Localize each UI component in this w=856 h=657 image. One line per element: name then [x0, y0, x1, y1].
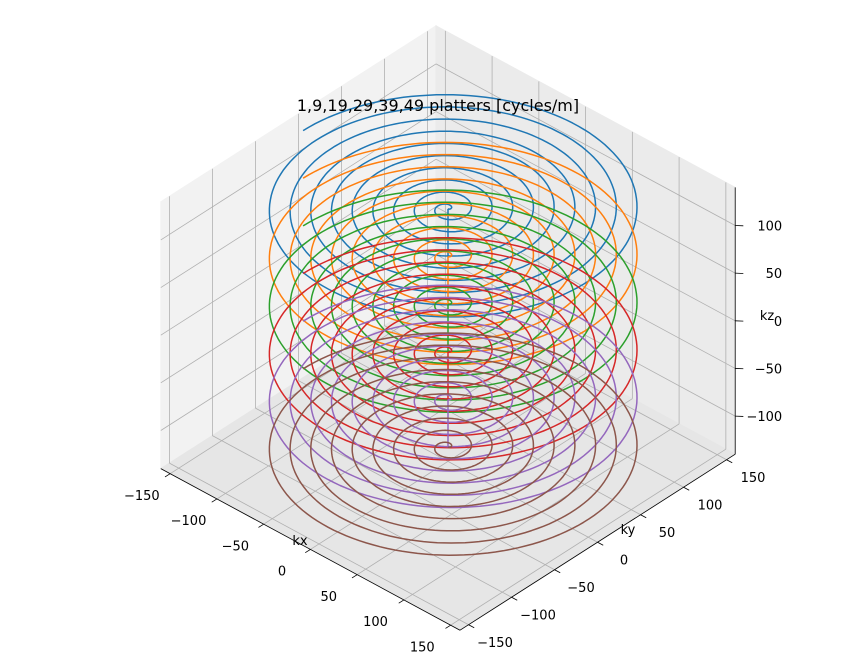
- spiral-series: [268, 189, 638, 413]
- y-tick-mark: [597, 541, 604, 546]
- x-tick-mark: [258, 523, 264, 528]
- y-tick-mark: [468, 624, 475, 629]
- spiral-series: [268, 141, 638, 366]
- z-tick-label: 50: [766, 267, 783, 282]
- grid-z-right: [435, 254, 736, 417]
- y-tick-label: 150: [741, 471, 766, 486]
- x-tick-mark: [351, 574, 358, 579]
- y-tick-label: −150: [477, 636, 513, 651]
- z-tick-label: 0: [774, 315, 782, 330]
- z-tick-label: −50: [755, 362, 782, 377]
- grid-z-right: [435, 63, 736, 226]
- x-tick-mark: [398, 599, 405, 604]
- x-tick-label: 150: [410, 641, 435, 656]
- y-tick-label: 0: [620, 553, 628, 568]
- spiral-series: [268, 332, 638, 556]
- x-tick-label: −150: [124, 489, 160, 504]
- y-axis-title: ky: [621, 523, 636, 538]
- chart-title: 1,9,19,29,39,49 platters [cycles/m]: [297, 96, 579, 115]
- y-tick-mark: [683, 486, 690, 491]
- grid-y-floor: [212, 435, 512, 598]
- axis-ticks: −150 −100 −50 0 50 100 150 −150 −100 −50 0 50 100 150…: [124, 187, 783, 656]
- y-tick-mark: [640, 514, 647, 519]
- y-tick-label: 50: [659, 526, 676, 541]
- grid-y-floor: [255, 407, 555, 571]
- y-tick-label: 100: [698, 498, 723, 513]
- x-tick-label: 0: [278, 565, 286, 580]
- spiral-series: [268, 236, 638, 461]
- z-tick-label: 100: [757, 220, 782, 235]
- x-axis-title: kx: [292, 534, 308, 549]
- z-tick-label: −100: [746, 410, 782, 425]
- grid-z-right: [435, 206, 736, 369]
- grid-z-left: [160, 158, 437, 336]
- grid-y-floor: [427, 297, 727, 461]
- grid-z-right: [435, 111, 736, 274]
- spiral-series: [268, 93, 638, 318]
- x-tick-label: 100: [363, 615, 388, 630]
- grid-y-floor: [169, 462, 469, 626]
- y-tick-label: −50: [567, 581, 594, 596]
- plot-series: [268, 93, 638, 556]
- y-tick-mark: [511, 596, 518, 601]
- y-tick-mark: [554, 569, 561, 574]
- y-tick-label: −100: [520, 608, 556, 623]
- grid-z-left: [160, 111, 437, 288]
- x-tick-mark: [211, 498, 218, 503]
- x-tick-mark: [445, 624, 451, 629]
- grid-z-right: [435, 158, 736, 322]
- grid-z-left: [160, 63, 437, 241]
- grid-y-floor: [298, 380, 598, 543]
- x-tick-label: 50: [321, 590, 338, 605]
- x-tick-label: −100: [171, 514, 207, 529]
- spiral-series: [268, 284, 638, 509]
- y-tick-mark: [726, 459, 733, 464]
- z-axis-title: kz: [760, 309, 775, 324]
- x-tick-label: −50: [222, 540, 249, 555]
- x-tick-mark: [164, 473, 171, 478]
- x-tick-mark: [305, 549, 311, 554]
- grid-z-left: [160, 206, 437, 384]
